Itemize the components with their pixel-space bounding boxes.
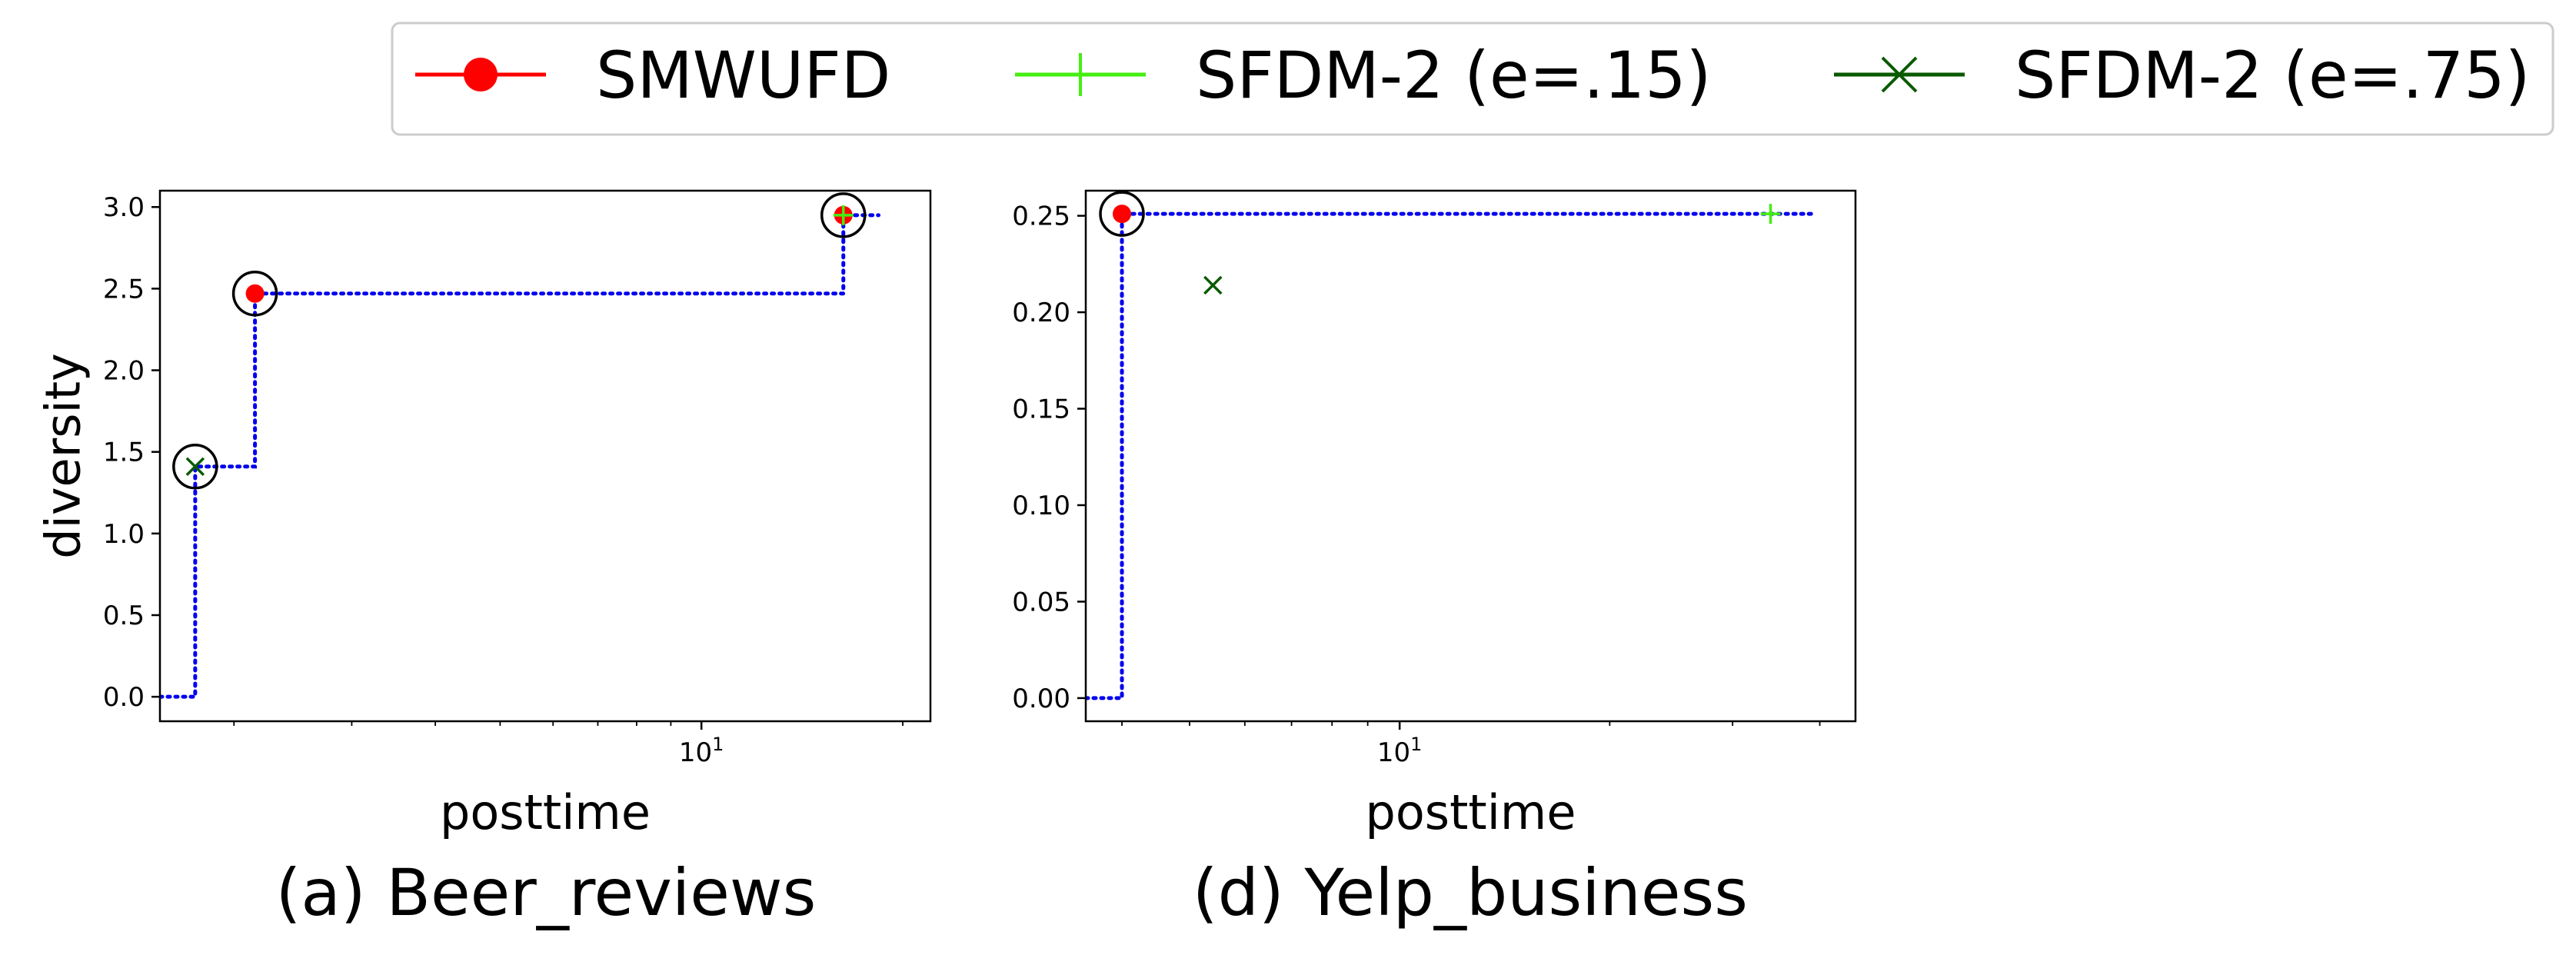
y-tick-label: 0.05: [1012, 587, 1070, 617]
pareto-circle: [172, 444, 218, 490]
point-sfdm2-e075: [185, 457, 205, 477]
plot-area: [1086, 191, 1819, 700]
chart-panel: 0.00 0.05 0.10 0.15 0.20 0.25 101 posttime (d) Y…: [1012, 189, 1857, 930]
y-tick-label: 0.25: [1012, 201, 1070, 232]
y-tick-label: 0.00: [1012, 684, 1070, 714]
panel-caption: (d) Yelp_business: [1193, 855, 1748, 930]
y-tick-label: 0.20: [1012, 298, 1070, 328]
legend-frame: [391, 22, 2554, 136]
y-tick-label: 3.0: [103, 192, 145, 223]
plot-area: [160, 192, 881, 699]
legend-marker-circle: [464, 58, 498, 92]
y-tick-label: 1.0: [103, 519, 145, 550]
y-tick-label: 2.5: [103, 274, 145, 304]
point-sfdm2-e015: [833, 205, 854, 225]
pareto-circle: [1099, 191, 1145, 237]
chart-panel: 0.0 0.5 1.0 1.5 2.0 2.5 3.0 101 posttime diversit…: [35, 189, 932, 930]
y-tick-label: 0.10: [1012, 491, 1070, 521]
pareto-front-line: [160, 213, 881, 699]
legend-marker-plus: [1059, 53, 1102, 96]
y-tick-label: 1.5: [103, 438, 145, 468]
legend-label: SFDM-2 (e=.75): [2015, 38, 2530, 113]
legend-marker-x: [1881, 56, 1918, 93]
point-sfdm2-e015: [1760, 204, 1781, 225]
point-smwufd: [245, 284, 265, 303]
panels: 0.0 0.5 1.0 1.5 2.0 2.5 3.0 101 posttime diversit…: [35, 189, 1857, 930]
pareto-circle: [231, 271, 278, 317]
axes-frame: [1084, 189, 1857, 723]
y-tick-label: 0.15: [1012, 394, 1070, 425]
legend-item: SFDM-2 (e=.15): [1015, 38, 1711, 113]
legend-item: SMWUFD: [415, 38, 890, 113]
legend-item: SFDM-2 (e=.75): [1834, 38, 2530, 113]
x-axis-title: posttime: [440, 784, 651, 840]
x-tick-label: 101: [1377, 734, 1423, 768]
legend-label: SMWUFD: [596, 38, 890, 113]
y-axis-title: diversity: [35, 353, 92, 558]
point-sfdm2-e075: [1203, 275, 1223, 295]
legend: SMWUFD SFDM-2 (e=.15) SFDM-2 (e=.75): [391, 22, 2554, 136]
y-tick-label: 2.0: [103, 356, 145, 387]
pareto-circle: [820, 192, 867, 238]
x-axis-title: posttime: [1366, 784, 1576, 840]
panel-caption: (a) Beer_reviews: [276, 855, 817, 930]
y-tick-label: 0.0: [103, 682, 145, 713]
point-smwufd: [1113, 205, 1132, 224]
legend-label: SFDM-2 (e=.15): [1196, 38, 1711, 113]
pareto-front-line: [1086, 211, 1819, 700]
y-tick-label: 0.5: [103, 601, 145, 631]
x-tick-label: 101: [679, 734, 724, 768]
axes-frame: [158, 189, 932, 723]
